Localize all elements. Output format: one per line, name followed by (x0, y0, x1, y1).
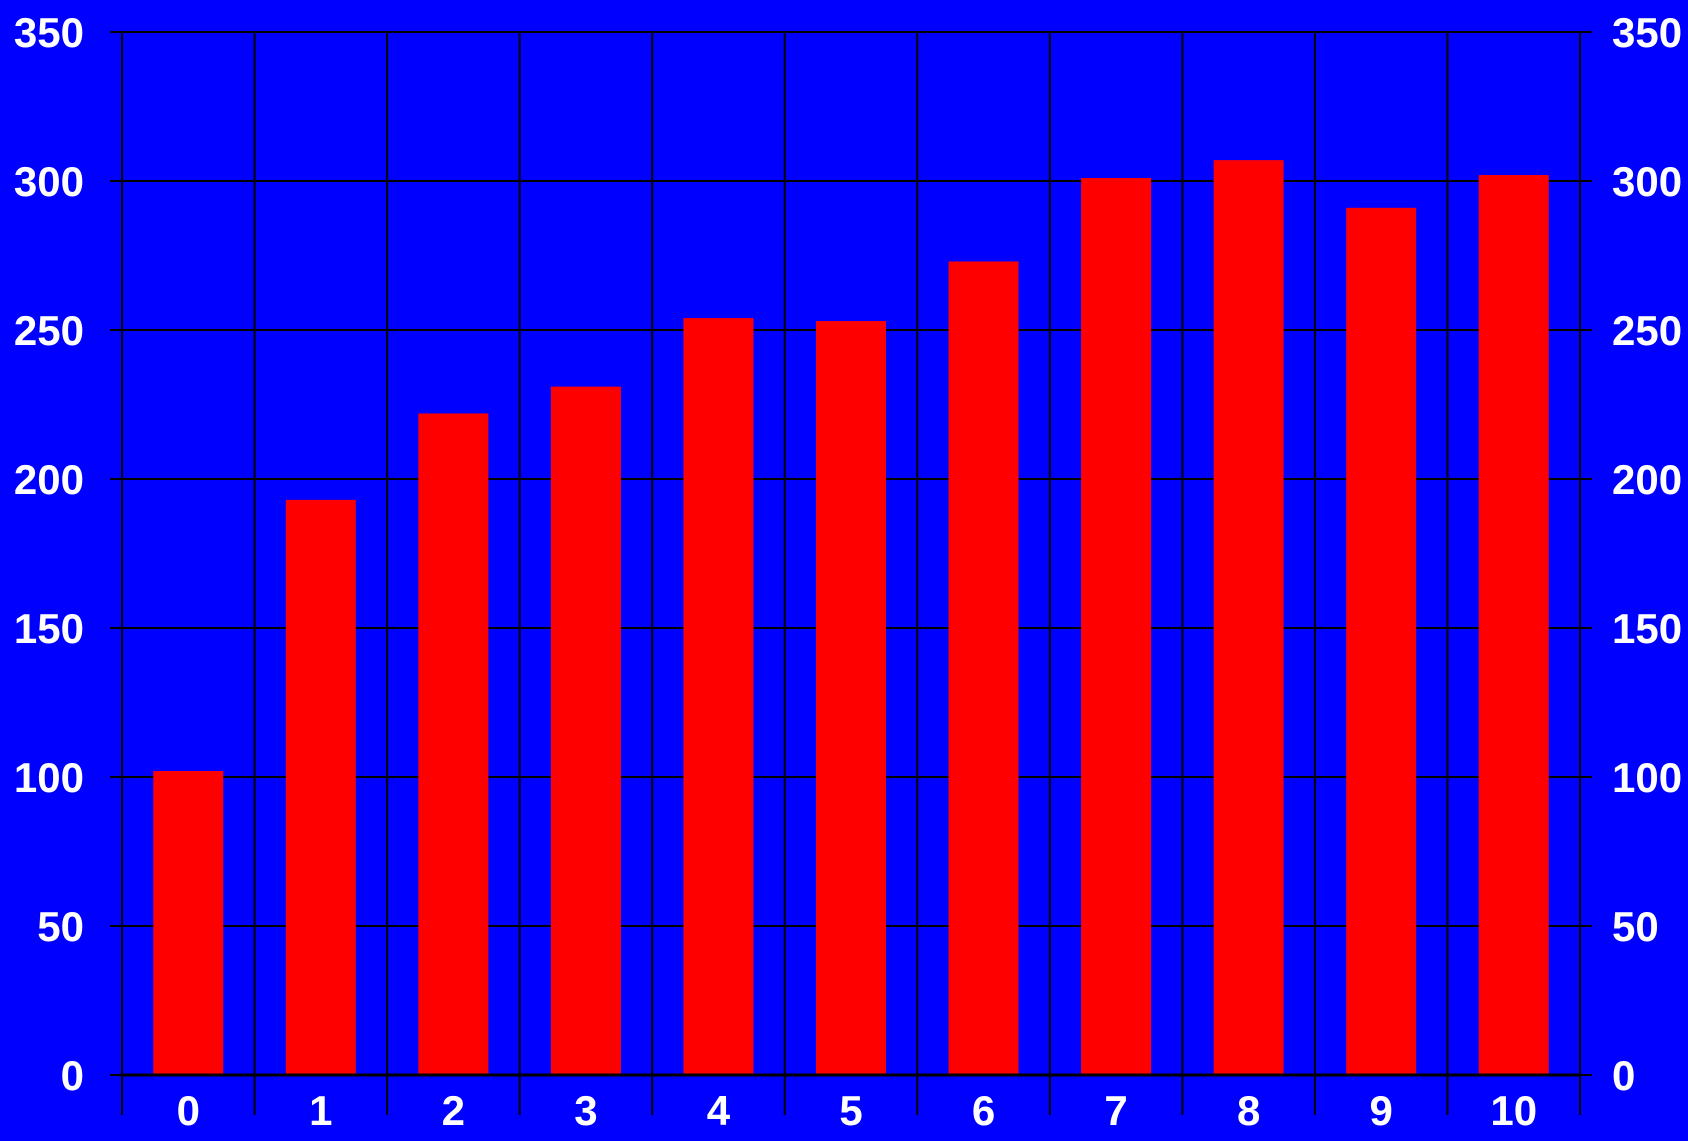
x-tick-label: 5 (839, 1087, 862, 1134)
x-tick-label: 0 (177, 1087, 200, 1134)
bar-3 (550, 386, 621, 1075)
y-tick-label-right: 200 (1612, 456, 1682, 503)
y-tick-label-right: 250 (1612, 307, 1682, 354)
y-tick-label-right: 150 (1612, 605, 1682, 652)
y-tick-label-left: 300 (14, 158, 84, 205)
y-tick-label-right: 300 (1612, 158, 1682, 205)
bar-9 (1346, 207, 1417, 1075)
x-tick-label: 8 (1237, 1087, 1260, 1134)
bar-2 (418, 413, 489, 1075)
y-tick-label-left: 200 (14, 456, 84, 503)
x-tick-label: 9 (1370, 1087, 1393, 1134)
x-tick-label: 3 (574, 1087, 597, 1134)
bar-1 (285, 499, 356, 1075)
bar-8 (1213, 160, 1284, 1075)
x-tick-label: 1 (309, 1087, 332, 1134)
x-tick-label: 7 (1104, 1087, 1127, 1134)
bar-5 (816, 321, 886, 1075)
x-tick-label: 4 (707, 1087, 731, 1134)
y-tick-label-left: 100 (14, 754, 84, 801)
y-tick-label-right: 50 (1612, 903, 1659, 950)
axes (110, 31, 1592, 1077)
bar-4 (683, 318, 754, 1076)
y-tick-label-left: 50 (37, 903, 84, 950)
y-tick-label-left: 0 (61, 1052, 84, 1099)
bars (153, 160, 1549, 1076)
bar-0 (153, 771, 224, 1075)
x-tick-label: 10 (1490, 1087, 1537, 1134)
y-tick-label-left: 250 (14, 307, 84, 354)
y-tick-label-left: 150 (14, 605, 84, 652)
y-tick-label-right: 100 (1612, 754, 1682, 801)
y-tick-label-right: 0 (1612, 1052, 1635, 1099)
x-tick-label: 2 (442, 1087, 465, 1134)
bar-6 (948, 261, 1019, 1076)
x-tick-label: 6 (972, 1087, 995, 1134)
y-tick-label-right: 350 (1612, 9, 1682, 56)
grid (121, 31, 1581, 1115)
bar-10 (1478, 175, 1549, 1076)
y-tick-label-left: 350 (14, 9, 84, 56)
bar-7 (1081, 178, 1152, 1075)
